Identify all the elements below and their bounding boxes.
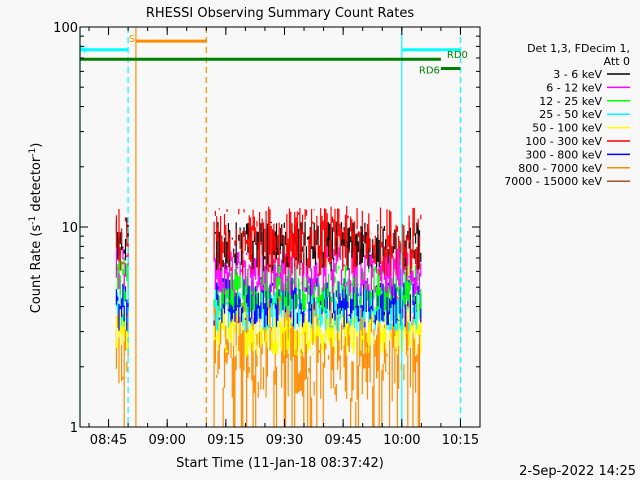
y-axis-label: Count Rate (s-1 detector-1) xyxy=(28,143,44,314)
flag-label-s: S xyxy=(129,34,135,45)
x-tick-label: 09:45 xyxy=(324,433,361,448)
y-axis-label-suffix: ) xyxy=(29,143,44,148)
y-axis-label-mid: detector xyxy=(29,156,44,216)
legend-entry-label: 6 - 12 keV xyxy=(546,81,602,94)
legend-entry-label: 100 - 300 keV xyxy=(525,135,602,148)
legend-entry-label: 300 - 800 keV xyxy=(525,148,602,161)
x-tick-label: 08:45 xyxy=(90,433,127,448)
y-axis-label-sup2: -1 xyxy=(28,148,38,157)
y-tick-label: 10 xyxy=(61,221,78,236)
trace-path xyxy=(213,206,422,276)
legend-entry-label: 50 - 100 keV xyxy=(532,122,602,135)
y-axis-label-sup1: -1 xyxy=(28,216,38,225)
trace-100-300-kev-w0 xyxy=(115,209,129,271)
flag-label-rd6: RD6 xyxy=(419,66,440,77)
y-tick-label: 100 xyxy=(53,21,78,36)
flag-label-rd0: RD0 xyxy=(447,50,468,61)
legend-entry-label: 7000 - 15000 keV xyxy=(504,175,602,188)
x-tick-label: 09:00 xyxy=(148,433,185,448)
chart-title: RHESSI Observing Summary Count Rates xyxy=(146,6,415,21)
legend-entry-label: 800 - 7000 keV xyxy=(518,162,602,175)
trace-100-300-kev-w1 xyxy=(213,206,422,276)
x-tick-label: 09:30 xyxy=(266,433,303,448)
flag-label-n: N xyxy=(79,45,86,56)
legend-entry-label: 3 - 6 keV xyxy=(553,68,602,81)
timestamp-footer: 2-Sep-2022 14:25 xyxy=(519,464,636,479)
trace-path xyxy=(115,307,129,352)
legend-entry-label: 12 - 25 keV xyxy=(539,95,602,108)
trace-50-100-kev-w0 xyxy=(115,307,129,352)
trace-path xyxy=(115,209,129,271)
x-axis-label: Start Time (11-Jan-18 08:37:42) xyxy=(176,456,384,471)
y-axis-label-prefix: Count Rate (s xyxy=(29,225,44,314)
legend-entry-label: 25 - 50 keV xyxy=(539,108,602,121)
x-tick-label: 10:15 xyxy=(442,433,479,448)
legend-header-line1: Det 1,3, FDecim 1, xyxy=(527,42,630,55)
x-tick-label: 10:00 xyxy=(383,433,420,448)
x-tick-label: 09:15 xyxy=(207,433,244,448)
y-tick-label: 1 xyxy=(70,421,78,436)
legend-header-line2: Att 0 xyxy=(604,55,630,68)
